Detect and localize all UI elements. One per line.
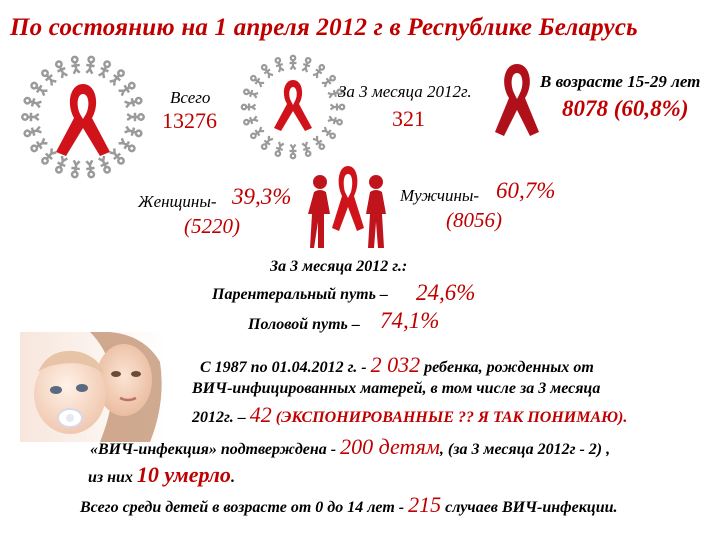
figure-icon: [109, 148, 125, 165]
figure-icon: [274, 57, 285, 73]
figure-icon: [274, 141, 285, 157]
figure-icon: [126, 112, 145, 122]
figure-icon: [54, 60, 68, 79]
figure-icon: [41, 69, 57, 86]
figure-icon: [85, 159, 96, 179]
figure-icon: [289, 143, 297, 160]
parenteral-value: 24,6%: [416, 280, 476, 305]
children-line-2: ВИЧ-инфицированных матерей, в том числе …: [192, 380, 601, 397]
men-label: Мужчины-: [400, 186, 480, 205]
total-label: Всего: [170, 88, 211, 107]
page-title: По состоянию на 1 апреля 2012 г в Респуб…: [10, 14, 638, 41]
ribbon-ring-icon: [238, 52, 348, 162]
children-total-count: 215: [408, 492, 442, 517]
children-confirmed-count: 200 детям: [340, 434, 440, 459]
figure-icon: [312, 135, 326, 150]
sexual-label: Половой путь –: [248, 316, 360, 333]
figure-icon: [124, 125, 143, 138]
figure-icon: [41, 148, 57, 165]
figure-icon: [250, 126, 265, 140]
figure-icon: [312, 64, 326, 79]
children-line-6: Всего среди детей в возрасте от 0 до 14 …: [80, 492, 618, 518]
figure-icon: [240, 103, 257, 111]
figure-icon: [118, 137, 136, 153]
ribbon-ring-icon: [8, 52, 158, 182]
figure-icon: [21, 112, 40, 122]
figure-icon: [250, 74, 265, 88]
children-quarter-count: 42: [249, 402, 272, 427]
figure-icon: [124, 96, 143, 109]
figure-icon: [301, 57, 312, 73]
routes-heading: За 3 месяца 2012 г.:: [270, 258, 408, 275]
mother-baby-photo: [20, 332, 166, 442]
children-born-count: 2 032: [370, 352, 421, 377]
figure-icon: [98, 155, 112, 174]
figure-icon: [98, 60, 112, 79]
figure-icon: [243, 115, 259, 126]
children-line-1-b: ребенка, рожденных от: [424, 359, 594, 376]
children-died-count: 10 умерло: [136, 462, 231, 487]
children-line-3-b: (ЭКСПОНИРОВАННЫЕ ?? Я ТАК ПОНИМАЮ).: [275, 409, 628, 426]
figure-icon: [289, 54, 297, 71]
figure-icon: [321, 74, 336, 88]
figure-icon: [85, 55, 96, 75]
figure-icon: [321, 126, 336, 140]
figure-icon: [260, 135, 274, 150]
children-line-3-a: 2012г. –: [192, 409, 246, 426]
age-value: 8078 (60,8%): [562, 96, 689, 121]
figure-icon: [327, 115, 343, 126]
children-line-3: 2012г. – 42 (ЭКСПОНИРОВАННЫЕ ?? Я ТАК ПО…: [192, 402, 627, 428]
quarter-label: За 3 месяца 2012г.: [338, 82, 472, 101]
women-count: (5220): [184, 214, 240, 238]
red-ribbon-icon: [492, 60, 542, 140]
figure-icon: [243, 88, 259, 99]
people-ribbon-icon: [306, 152, 390, 256]
children-line-6-a: Всего среди детей в возрасте от 0 до 14 …: [80, 499, 405, 516]
figure-icon: [54, 155, 68, 174]
men-count: (8056): [446, 208, 502, 232]
figure-icon: [70, 55, 81, 75]
children-line-6-b: случаев ВИЧ-инфекции.: [445, 499, 618, 516]
figure-icon: [118, 81, 136, 97]
total-value: 13276: [162, 108, 217, 133]
figure-icon: [109, 69, 125, 86]
figure-icon: [329, 103, 346, 111]
figure-icon: [23, 96, 42, 109]
figure-icon: [30, 81, 48, 97]
children-line-5: из них 10 умерло.: [88, 462, 235, 488]
figure-icon: [70, 159, 81, 179]
figure-icon: [260, 64, 274, 79]
children-line-4-a: «ВИЧ-инфекция» подтверждена -: [90, 441, 337, 458]
children-line-4-b: , (за 3 месяца 2012г - 2) ,: [439, 441, 611, 458]
children-line-5-a: из них: [88, 469, 133, 486]
sexual-value: 74,1%: [380, 308, 440, 333]
age-label: В возрасте 15-29 лет: [540, 72, 701, 91]
children-line-5-b: .: [230, 469, 235, 486]
children-line-4: «ВИЧ-инфекция» подтверждена - 200 детям,…: [90, 434, 610, 460]
figure-icon: [23, 125, 42, 138]
children-line-1: С 1987 по 01.04.2012 г. - 2 032 ребенка,…: [200, 352, 594, 378]
figure-icon: [30, 137, 48, 153]
figure-icon: [301, 141, 312, 157]
parenteral-label: Парентеральный путь –: [212, 286, 388, 303]
women-label: Женщины-: [138, 192, 217, 211]
figure-icon: [327, 88, 343, 99]
women-pct: 39,3%: [232, 184, 292, 209]
quarter-value: 321: [392, 106, 425, 131]
men-pct: 60,7%: [496, 178, 556, 203]
children-line-1-a: С 1987 по 01.04.2012 г. -: [200, 359, 367, 376]
